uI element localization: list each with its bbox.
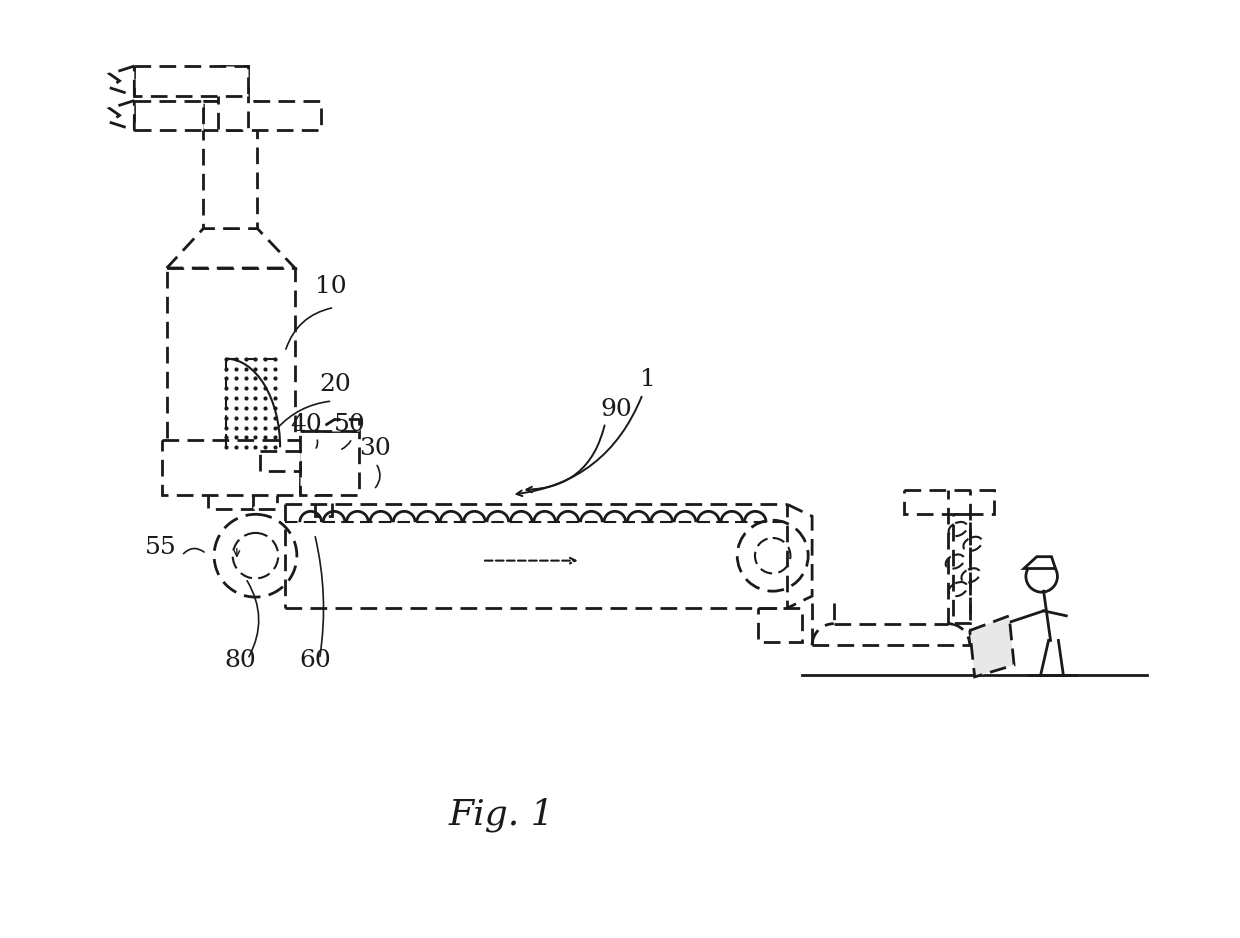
Text: Fig. 1: Fig. 1 — [449, 797, 554, 832]
Polygon shape — [203, 100, 321, 130]
Polygon shape — [109, 66, 134, 96]
Polygon shape — [162, 441, 300, 494]
Text: 1: 1 — [640, 369, 656, 391]
Polygon shape — [954, 514, 970, 623]
Polygon shape — [970, 615, 1014, 677]
Polygon shape — [315, 418, 358, 431]
Text: 30: 30 — [358, 437, 391, 461]
Text: 40: 40 — [290, 413, 321, 435]
Text: 80: 80 — [224, 649, 255, 672]
Polygon shape — [203, 100, 258, 229]
Polygon shape — [904, 490, 994, 514]
Text: 20: 20 — [320, 373, 351, 396]
Text: 60: 60 — [300, 649, 331, 672]
Polygon shape — [300, 431, 358, 494]
Polygon shape — [134, 100, 203, 130]
Polygon shape — [253, 485, 278, 509]
Polygon shape — [260, 451, 300, 471]
Polygon shape — [218, 66, 248, 130]
Polygon shape — [1024, 556, 1055, 568]
Polygon shape — [208, 450, 253, 509]
Text: 10: 10 — [315, 275, 346, 297]
Polygon shape — [167, 229, 295, 268]
Text: 50: 50 — [335, 413, 366, 435]
Polygon shape — [134, 66, 248, 96]
Polygon shape — [109, 100, 134, 130]
Text: 90: 90 — [600, 398, 632, 421]
Polygon shape — [787, 505, 812, 608]
Polygon shape — [315, 494, 332, 516]
Polygon shape — [758, 608, 802, 643]
Polygon shape — [167, 268, 295, 450]
Text: 55: 55 — [145, 536, 177, 559]
